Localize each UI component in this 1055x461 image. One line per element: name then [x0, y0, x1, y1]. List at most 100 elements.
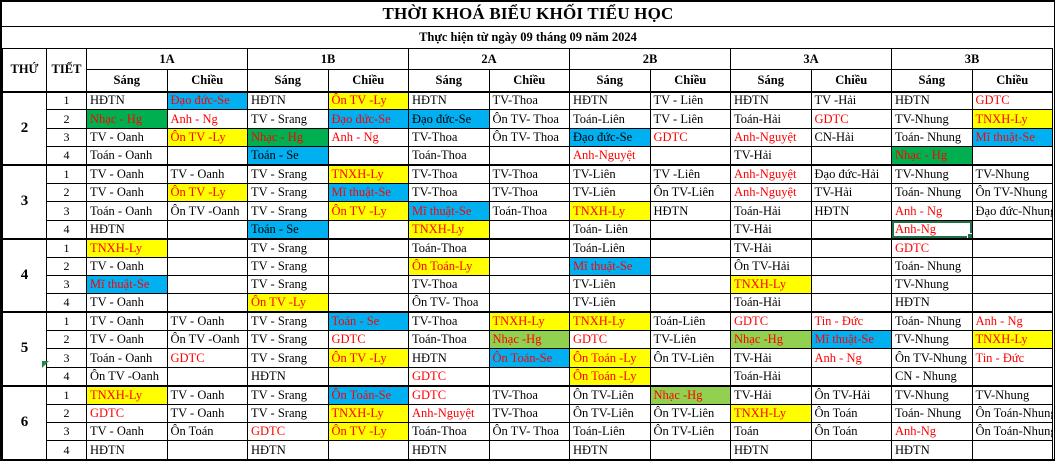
empty-cell[interactable]	[971, 146, 1053, 166]
subject-cell[interactable]: Ôn TV-Nhung	[971, 182, 1053, 203]
subject-cell[interactable]: Toán-Thoa	[408, 330, 490, 350]
period-cell[interactable]: 3	[46, 348, 87, 368]
subject-cell[interactable]: TV -Hải	[810, 90, 892, 111]
header-session-afternoon[interactable]: Chiều	[166, 69, 248, 93]
subject-cell[interactable]: Anh - Ng	[166, 109, 248, 129]
subject-cell[interactable]: HĐTN	[247, 90, 329, 111]
subject-cell[interactable]: HĐTN	[247, 366, 329, 387]
header-class-2B[interactable]: 2B	[569, 48, 731, 70]
subject-cell[interactable]: Toán-Liên	[569, 109, 651, 129]
subject-cell[interactable]: GDTC	[166, 348, 248, 368]
subject-cell[interactable]: TV-Thoa	[408, 311, 490, 332]
subject-cell[interactable]: TV - Srang	[247, 311, 329, 332]
subject-cell[interactable]: GDTC	[86, 403, 168, 424]
empty-cell[interactable]	[327, 237, 409, 258]
subject-cell[interactable]: TV - Srang	[247, 237, 329, 258]
period-cell[interactable]: 4	[46, 146, 87, 166]
header-session-afternoon[interactable]: Chiều	[810, 69, 892, 93]
subject-cell[interactable]: Ôn Toán	[810, 403, 892, 424]
subject-cell[interactable]: GDTC	[891, 237, 973, 258]
subject-cell[interactable]: CN-Hải	[810, 127, 892, 148]
subject-cell[interactable]: TV - Oanh	[86, 127, 168, 148]
subject-cell[interactable]: Toán- Nhung	[891, 311, 973, 332]
subject-cell[interactable]: TV - Srang	[247, 384, 329, 405]
subject-cell[interactable]: Nhạc - Hg	[247, 127, 329, 148]
subject-cell[interactable]: Ôn TV -Ly	[166, 182, 248, 203]
subject-cell[interactable]: Anh - Ng	[327, 127, 409, 148]
empty-cell[interactable]	[488, 366, 570, 387]
day-cell[interactable]: 6	[2, 384, 47, 459]
subject-cell[interactable]: TNXH-Ly	[327, 164, 409, 184]
subject-cell[interactable]: TV-Thoa	[408, 127, 490, 148]
empty-cell[interactable]	[327, 256, 409, 276]
subject-cell[interactable]: HĐTN	[810, 201, 892, 221]
subject-cell[interactable]: TV-Liên	[569, 182, 651, 203]
empty-cell[interactable]	[971, 366, 1053, 387]
subject-cell[interactable]: Toán-Hải	[730, 201, 812, 221]
subject-cell[interactable]: TNXH-Ly	[86, 237, 168, 258]
subject-cell[interactable]: Mĩ thuật-Se	[810, 330, 892, 350]
subject-cell[interactable]: HĐTN	[247, 440, 329, 459]
subject-cell[interactable]: Tin - Đức	[810, 311, 892, 332]
subject-cell[interactable]: Ôn TV- Thoa	[488, 109, 570, 129]
subject-cell[interactable]: HĐTN	[86, 219, 168, 240]
empty-cell[interactable]	[810, 146, 892, 166]
subject-cell[interactable]: TV - Oanh	[166, 164, 248, 184]
subject-cell[interactable]: TV-Thoa	[408, 164, 490, 184]
subject-cell[interactable]: TV-Thoa	[488, 164, 570, 184]
subject-cell[interactable]: Toán- Nhung	[891, 403, 973, 424]
subject-cell[interactable]: Ôn TV -Ly	[327, 90, 409, 111]
subject-cell[interactable]: Ôn Toán-Ly	[408, 256, 490, 276]
period-cell[interactable]: 3	[46, 127, 87, 148]
empty-cell[interactable]	[166, 219, 248, 240]
subject-cell[interactable]: Ôn TV-Hải	[730, 256, 812, 276]
empty-cell[interactable]	[327, 274, 409, 295]
subject-cell[interactable]: TV-Thoa	[488, 384, 570, 405]
empty-cell[interactable]	[166, 366, 248, 387]
selection-fill-handle[interactable]	[966, 232, 972, 238]
subject-cell[interactable]: TV - Oanh	[86, 330, 168, 350]
subject-cell[interactable]: TV - Oanh	[86, 164, 168, 184]
period-cell[interactable]: 1	[46, 384, 87, 405]
header-session-morning[interactable]: Sáng	[408, 69, 490, 93]
header-class-3A[interactable]: 3A	[730, 48, 892, 70]
subject-cell[interactable]: HĐTN	[408, 90, 490, 111]
subject-cell[interactable]: GDTC	[971, 90, 1053, 111]
day-cell[interactable]: 4	[2, 237, 47, 313]
subject-cell[interactable]: Ôn TV -Ly	[327, 201, 409, 221]
period-cell[interactable]: 3	[46, 274, 87, 295]
subject-cell[interactable]: Đạo đức-Se	[327, 109, 409, 129]
subject-cell[interactable]: Toán - Oanh	[86, 146, 168, 166]
subject-cell[interactable]: TV - Srang	[247, 182, 329, 203]
subject-cell[interactable]: GDTC	[247, 422, 329, 442]
subject-cell[interactable]: Anh - Ng	[971, 311, 1053, 332]
period-cell[interactable]: 2	[46, 109, 87, 129]
subject-cell[interactable]: HĐTN	[408, 440, 490, 459]
subject-cell[interactable]: TV - Srang	[247, 330, 329, 350]
subject-cell[interactable]: HĐTN	[891, 293, 973, 313]
header-session-afternoon[interactable]: Chiều	[971, 69, 1053, 93]
subject-cell[interactable]: TV -Liên	[649, 164, 731, 184]
subject-cell[interactable]: TV-Nhung	[891, 109, 973, 129]
empty-cell[interactable]	[971, 237, 1053, 258]
period-cell[interactable]: 3	[46, 422, 87, 442]
subject-cell[interactable]: TV-Nhung	[891, 384, 973, 405]
subject-cell[interactable]: TV-Nhung	[891, 274, 973, 295]
subject-cell[interactable]: Đạo đức-Se	[408, 109, 490, 129]
subject-cell[interactable]: TV-Hải	[730, 237, 812, 258]
empty-cell[interactable]	[166, 293, 248, 313]
subject-cell[interactable]: TV-Thoa	[488, 182, 570, 203]
subject-cell[interactable]: Ôn TV-Hải	[810, 384, 892, 405]
period-cell[interactable]: 1	[46, 311, 87, 332]
subject-cell[interactable]: TV - Oanh	[166, 384, 248, 405]
subject-cell[interactable]: Đạo đức-Hải	[810, 164, 892, 184]
subject-cell[interactable]: Ôn TV-Liên	[649, 403, 731, 424]
empty-cell[interactable]	[649, 366, 731, 387]
day-cell[interactable]: 2	[2, 90, 47, 166]
subject-cell[interactable]: TV-Thoa	[408, 182, 490, 203]
subject-cell[interactable]: TV - Srang	[247, 201, 329, 221]
subject-cell[interactable]: Tin - Đức	[971, 348, 1053, 368]
day-cell[interactable]: 3	[2, 164, 47, 240]
subject-cell[interactable]: TV - Oanh	[166, 311, 248, 332]
empty-cell[interactable]	[810, 219, 892, 240]
